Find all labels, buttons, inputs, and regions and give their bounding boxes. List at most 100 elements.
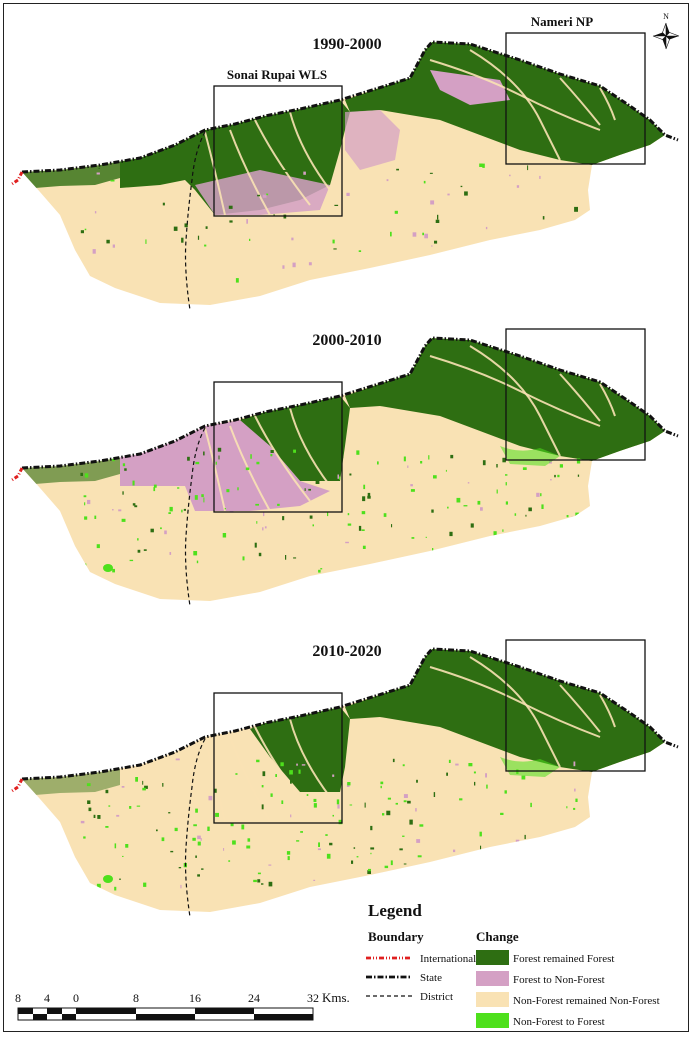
land-change-speck xyxy=(505,501,508,505)
river-stream xyxy=(429,59,601,131)
land-change-speck xyxy=(156,829,158,832)
land-change-speck xyxy=(80,761,83,766)
land-change-speck xyxy=(235,278,239,283)
land-change-speck xyxy=(177,487,180,489)
land-change-speck xyxy=(577,474,580,477)
forest-west-strip xyxy=(22,765,120,795)
land-change-speck xyxy=(105,826,109,828)
land-change-speck xyxy=(246,219,248,224)
land-change-speck xyxy=(296,840,300,842)
land-change-speck xyxy=(281,800,284,804)
land-change-speck xyxy=(263,511,265,517)
land-change-speck xyxy=(258,160,263,165)
scale-block-6 xyxy=(195,1008,254,1014)
land-change-speck xyxy=(402,764,405,767)
land-change-speck xyxy=(153,487,156,492)
land-change-speck xyxy=(114,886,117,891)
river-stream xyxy=(204,131,226,216)
land-change-speck xyxy=(170,850,174,853)
land-change-speck xyxy=(317,848,321,851)
land-change-speck xyxy=(346,192,350,196)
scale-block-0 xyxy=(18,1008,33,1014)
land-change-speck xyxy=(116,814,120,817)
land-change-speck xyxy=(391,524,393,528)
land-change-speck xyxy=(538,863,541,867)
land-change-speck xyxy=(318,569,321,573)
land-change-speck xyxy=(86,783,91,787)
land-change-speck xyxy=(293,449,296,453)
scale-block-3 xyxy=(62,1014,76,1020)
land-change-speck xyxy=(463,505,468,507)
land-change-speck xyxy=(574,788,576,792)
land-change-speck xyxy=(453,849,456,853)
land-change-speck xyxy=(389,876,391,880)
land-change-speck xyxy=(258,552,262,557)
land-change-speck xyxy=(447,506,449,509)
land-change-speck xyxy=(356,856,359,858)
land-change-speck xyxy=(332,814,334,817)
land-change-speck xyxy=(168,812,171,814)
land-change-speck xyxy=(290,814,292,818)
land-change-speck xyxy=(500,757,560,777)
land-change-speck xyxy=(256,759,260,763)
land-change-speck xyxy=(477,264,481,266)
land-change-speck xyxy=(410,489,415,492)
land-change-speck xyxy=(409,819,413,825)
land-change-speck xyxy=(485,226,488,230)
land-change-speck xyxy=(387,797,391,800)
forest-mid-belt xyxy=(240,396,350,481)
land-change-speck xyxy=(417,563,421,567)
sonai-rupai-box xyxy=(213,381,343,513)
land-change-speck xyxy=(195,855,197,858)
land-change-speck xyxy=(122,855,124,857)
legend-boundary-heading: Boundary xyxy=(368,929,424,944)
land-change-speck xyxy=(196,560,199,564)
land-change-speck xyxy=(304,488,306,491)
land-change-speck xyxy=(80,472,83,476)
nameri-box xyxy=(505,639,646,772)
scale-tick-1: 4 xyxy=(44,991,50,1005)
land-change-speck xyxy=(332,774,335,777)
river-stream xyxy=(429,666,601,738)
land-change-speck xyxy=(417,855,422,858)
land-change-speck xyxy=(306,794,309,796)
forest-loss-patch xyxy=(345,110,400,170)
land-change-speck xyxy=(345,541,349,544)
legend-change-label-0: Forest remained Forest xyxy=(513,953,614,965)
land-change-speck xyxy=(112,568,115,573)
land-change-speck xyxy=(390,860,393,866)
scale-tick-5: 24 xyxy=(248,991,260,1005)
land-change-speck xyxy=(110,179,115,182)
land-change-speck xyxy=(320,279,323,282)
land-change-speck xyxy=(573,761,576,767)
land-change-speck xyxy=(223,848,225,851)
land-change-speck xyxy=(288,490,293,494)
river-stream xyxy=(469,49,561,161)
land-change-speck xyxy=(280,762,284,767)
forest-west-strip xyxy=(22,454,120,484)
river-stream xyxy=(204,427,226,512)
land-change-speck xyxy=(403,794,408,798)
land-change-speck xyxy=(368,868,371,872)
land-change-speck xyxy=(500,812,504,815)
land-change-speck xyxy=(283,170,288,172)
land-change-speck xyxy=(430,200,435,205)
land-change-speck xyxy=(571,516,573,520)
land-change-speck xyxy=(429,570,433,574)
land-change-speck xyxy=(165,160,169,164)
land-change-speck xyxy=(509,174,511,177)
land-change-speck xyxy=(172,456,175,462)
land-change-speck xyxy=(257,879,261,883)
river-stream xyxy=(559,77,601,126)
land-change-speck xyxy=(445,469,447,472)
land-change-speck xyxy=(200,838,202,841)
land-change-speck xyxy=(560,535,562,539)
land-change-speck xyxy=(82,150,84,153)
land-change-speck xyxy=(136,805,141,807)
scale-block-1 xyxy=(33,1014,47,1020)
land-change-speck xyxy=(482,163,485,168)
land-change-speck xyxy=(541,543,544,545)
sonai-rupai-box xyxy=(213,692,343,824)
land-change-speck xyxy=(358,525,362,531)
